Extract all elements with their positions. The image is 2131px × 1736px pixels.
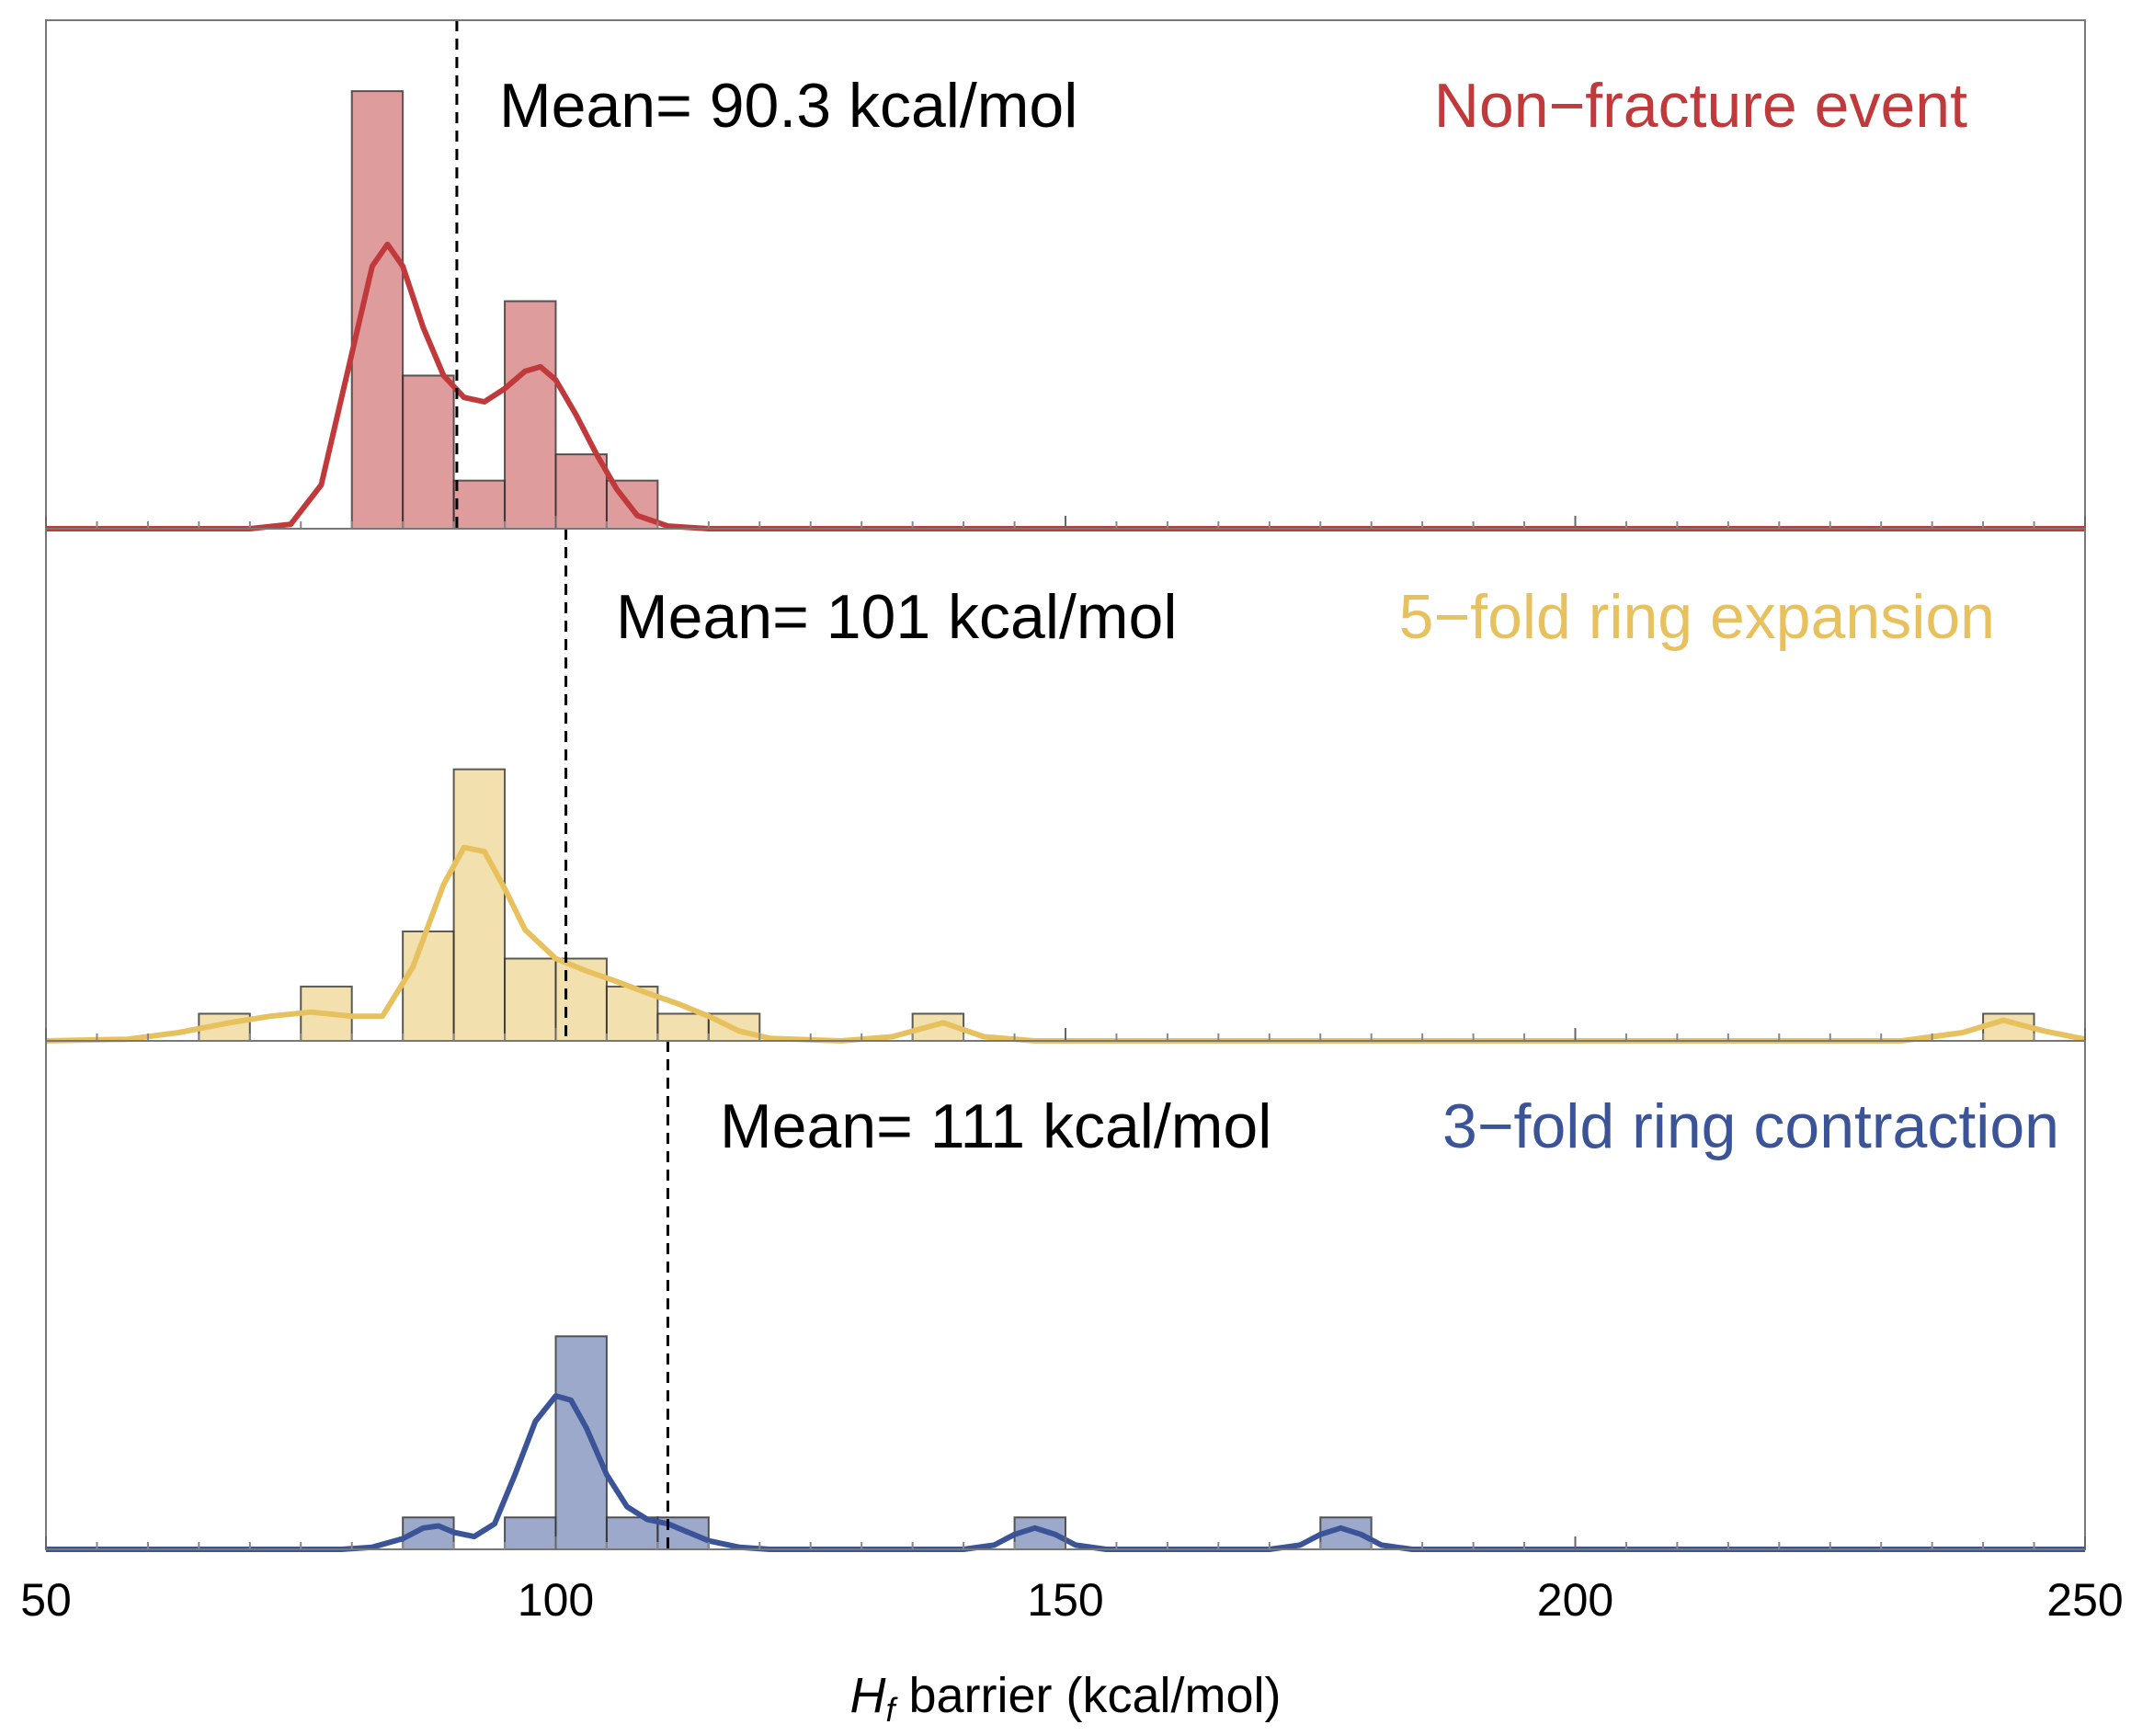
histogram-bar (504, 957, 557, 1042)
histogram-bar (504, 1516, 557, 1551)
histogram-bar (554, 1335, 608, 1550)
panel-non-fracture: Mean= 90.3 kcal/mol Non−fracture event (46, 20, 2085, 531)
legend-non-fracture: Non−fracture event (1434, 71, 1967, 141)
x-tick-label: 200 (1537, 1574, 1613, 1626)
legend-5-fold: 5−fold ring expansion (1399, 582, 1995, 652)
legend-3-fold: 3−fold ring contraction (1442, 1091, 2059, 1161)
panel-frames (45, 19, 2086, 1550)
x-tick-label: 100 (518, 1574, 594, 1626)
panel-3-fold-contraction: Mean= 111 kcal/mol 3−fold ring contracti… (46, 1041, 2085, 1552)
histogram-bar (452, 768, 507, 1043)
kde-curve-3-fold (46, 1393, 2085, 1552)
x-axis-ticks: 50 100 150 200 250 (20, 1574, 2124, 1626)
histogram-bar (656, 1012, 710, 1042)
x-tick-label: 250 (2046, 1574, 2123, 1626)
mean-label-5-fold: Mean= 101 kcal/mol (616, 582, 1177, 652)
histogram-bar (504, 300, 557, 530)
histogram-bar (402, 374, 455, 530)
x-tick-label: 50 (20, 1574, 72, 1626)
panel-5-fold-expansion: Mean= 101 kcal/mol 5−fold ring expansion (45, 529, 2086, 1044)
x-tick-label: 150 (1027, 1574, 1103, 1626)
histogram-bar (452, 479, 507, 531)
kde-curve-non-fracture (46, 241, 2085, 531)
mean-label-non-fracture: Mean= 90.3 kcal/mol (499, 71, 1077, 141)
x-axis-title: Hf barrier (kcal/mol) (849, 1668, 1281, 1729)
histogram-bar (554, 453, 608, 530)
mean-label-3-fold: Mean= 111 kcal/mol (720, 1091, 1271, 1161)
histogram-bar (402, 930, 455, 1043)
